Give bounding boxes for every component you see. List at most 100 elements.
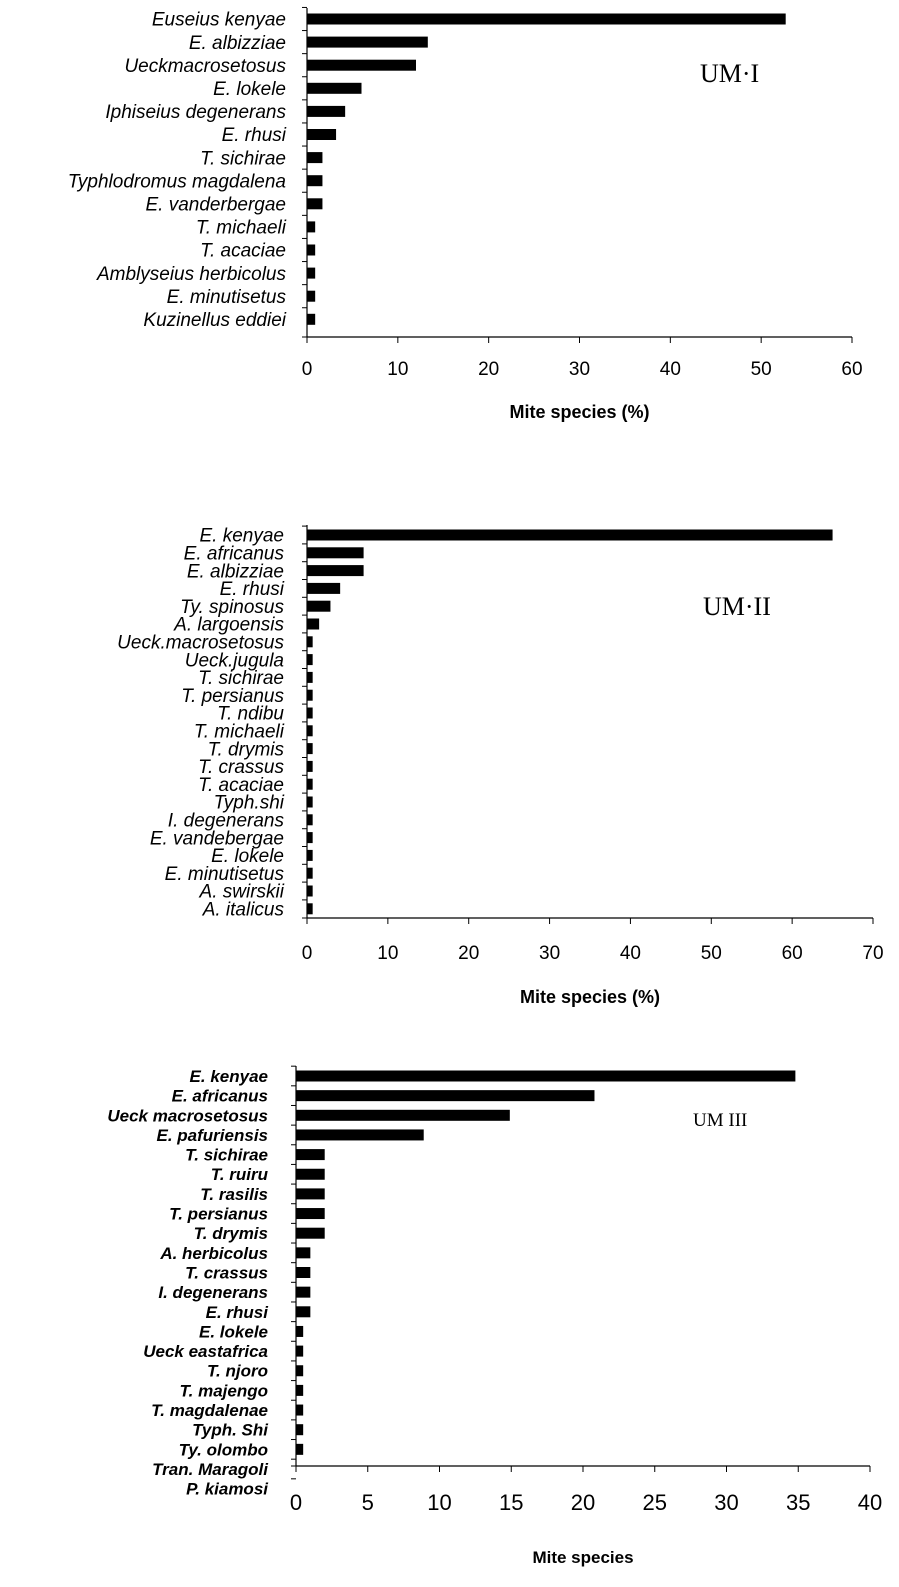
category-label: E. albizziae [189,33,286,54]
bar [296,1404,304,1416]
x-tick-label: 30 [539,943,560,964]
bar [307,832,313,844]
bar [296,1109,510,1121]
category-label: E. rhusi [206,1303,270,1322]
category-label: Typh.shi [214,793,285,814]
category-label: A. largoensis [173,615,284,636]
category-label: E. vandebergae [150,828,284,849]
bar [296,1227,325,1239]
x-tick-label: 20 [478,359,499,380]
category-label: E. kenyae [190,1067,268,1086]
panel-label: UM·II [703,592,771,621]
category-label: T. ndibu [217,704,284,725]
bar [296,1070,796,1082]
bar [307,867,313,879]
bar [296,1443,304,1455]
x-tick-label: 15 [499,1490,523,1515]
bar [307,13,786,25]
x-tick-label: 40 [660,359,681,380]
panel-label: UM III [693,1110,747,1131]
category-label: Ueck eastafrica [143,1342,268,1361]
category-label: Euseius kenyae [152,10,286,31]
category-label: E. minutisetus [165,864,285,885]
x-tick-label: 50 [701,943,722,964]
bar [307,82,362,94]
x-tick-label: 70 [862,943,883,964]
category-label: T. michaeli [194,721,285,742]
category-label: Ueck.macrosetosus [117,632,284,653]
x-tick-label: 0 [290,1490,302,1515]
bar [296,1188,325,1200]
category-label: T. crassus [198,757,284,778]
category-label: E. pafuriensis [157,1126,268,1145]
category-label: A. italicus [202,899,285,920]
category-label: E. lokele [199,1322,268,1341]
x-tick-label: 25 [643,1490,667,1515]
panel-label: UM·I [700,59,759,88]
x-tick-label: 10 [387,359,408,380]
category-label: T. majengo [180,1381,268,1400]
x-tick-label: 40 [620,943,641,964]
bar [307,175,323,187]
bar [296,1149,325,1161]
category-label: E. africanus [172,1087,268,1106]
bar [307,849,313,861]
category-label: Typhlodromus magdalena [68,171,286,192]
x-tick-label: 30 [569,359,590,380]
bar [307,129,337,140]
bar [296,1247,311,1259]
bar [296,1345,304,1357]
bar [296,1168,325,1180]
category-label: Amblyseius herbicolus [96,264,287,285]
bar [296,1208,325,1220]
bar [307,654,313,666]
x-tick-label: 35 [786,1490,810,1515]
bar [307,221,316,233]
category-label: E. kenyae [200,526,285,547]
category-label: T. acaciae [200,241,286,262]
bar [307,267,316,279]
x-tick-label: 10 [377,943,398,964]
category-label: T. sichirae [185,1146,268,1165]
category-label: Ueckmacrosetosus [124,56,286,77]
x-tick-label: 10 [427,1490,451,1515]
category-label: T. persianus [181,686,284,707]
category-label: T. persianus [169,1205,268,1224]
bar [307,529,833,541]
bar [296,1384,304,1396]
bar [307,600,331,612]
category-label: Tran. Maragoli [152,1460,269,1479]
category-label: Kuzinellus eddiei [143,310,286,331]
category-label: T. magdalenae [151,1401,268,1420]
x-tick-label: 20 [571,1490,595,1515]
bar [296,1325,304,1337]
bar [296,1129,424,1141]
category-label: Ueck.jugula [185,650,284,671]
bar [296,1365,304,1377]
category-label: E. lokele [213,79,286,100]
category-label: T. michaeli [196,218,287,239]
category-label: I. degenerans [158,1283,268,1302]
category-label: Typh. Shi [192,1421,269,1440]
bar [307,743,313,755]
bar [307,547,364,559]
category-label: A. herbicolus [159,1244,268,1263]
bar [307,725,313,737]
category-label: Ty. spinosus [180,597,284,618]
x-tick-label: 20 [458,943,479,964]
x-axis-title: Mite species (%) [520,987,660,1007]
category-label: E. lokele [211,846,284,867]
bar [307,778,313,790]
bar [307,105,346,117]
bar [307,689,313,701]
bar [307,707,313,719]
x-tick-label: 30 [714,1490,738,1515]
x-axis-title: Mite species (%) [509,402,649,422]
bar [296,1090,595,1102]
category-label: A. swirskii [199,882,285,903]
category-label: E. albizziae [187,561,284,582]
bar [296,1424,304,1436]
